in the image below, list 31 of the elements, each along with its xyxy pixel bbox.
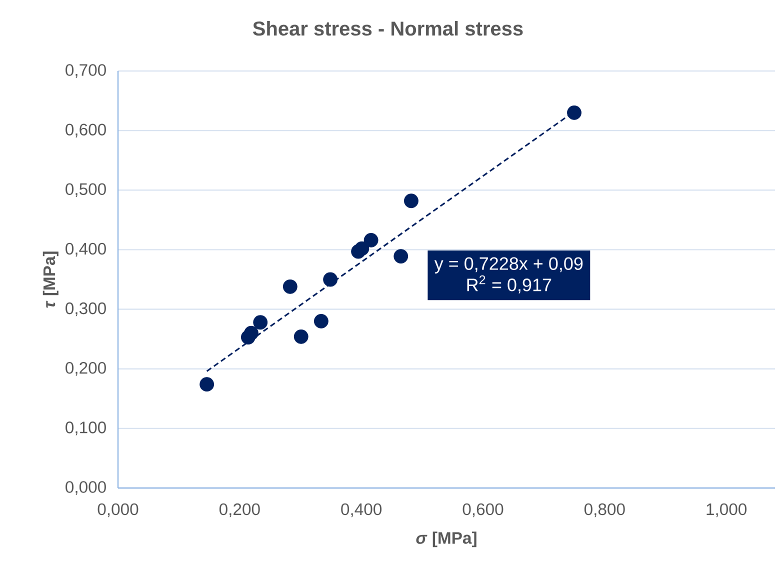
y-axis-title: τ [MPa]	[42, 252, 58, 308]
y-tick-label: 0,700	[66, 64, 106, 78]
x-tick-label: 0,000	[98, 503, 138, 518]
x-tick-label: 1,000	[706, 503, 747, 518]
annotation: y = 0,7228x + 0,09	[434, 257, 583, 274]
x-tick-label: 0,800	[584, 503, 625, 518]
y-tick-label: 0,000	[66, 481, 106, 495]
y-tick-label: 0,500	[66, 183, 106, 198]
x-axis-title: σ [MPa]	[416, 532, 476, 548]
point	[200, 377, 214, 392]
x-tick-label: 0,400	[341, 503, 382, 518]
x-tick-label: 0,600	[462, 503, 504, 518]
point	[282, 279, 298, 294]
point	[294, 329, 308, 344]
point	[253, 315, 268, 330]
point	[364, 232, 378, 248]
y-tick-label: 0,100	[66, 422, 106, 436]
y-tick-label: 0,200	[66, 362, 106, 376]
x-tick-label: 0,200	[219, 503, 260, 518]
chart-title: Shear stress - Normal stress	[252, 20, 523, 36]
y-tick-label: 0,300	[66, 302, 106, 316]
annotation: R$^{2}$ = 0,917	[467, 275, 552, 294]
y-tick-label: 0,400	[66, 242, 106, 257]
point	[314, 314, 328, 328]
point	[323, 272, 338, 287]
point	[567, 105, 582, 120]
point	[404, 194, 418, 208]
point	[394, 249, 408, 264]
point	[244, 326, 258, 340]
point	[354, 241, 370, 256]
y-tick-label: 0,600	[66, 124, 106, 138]
